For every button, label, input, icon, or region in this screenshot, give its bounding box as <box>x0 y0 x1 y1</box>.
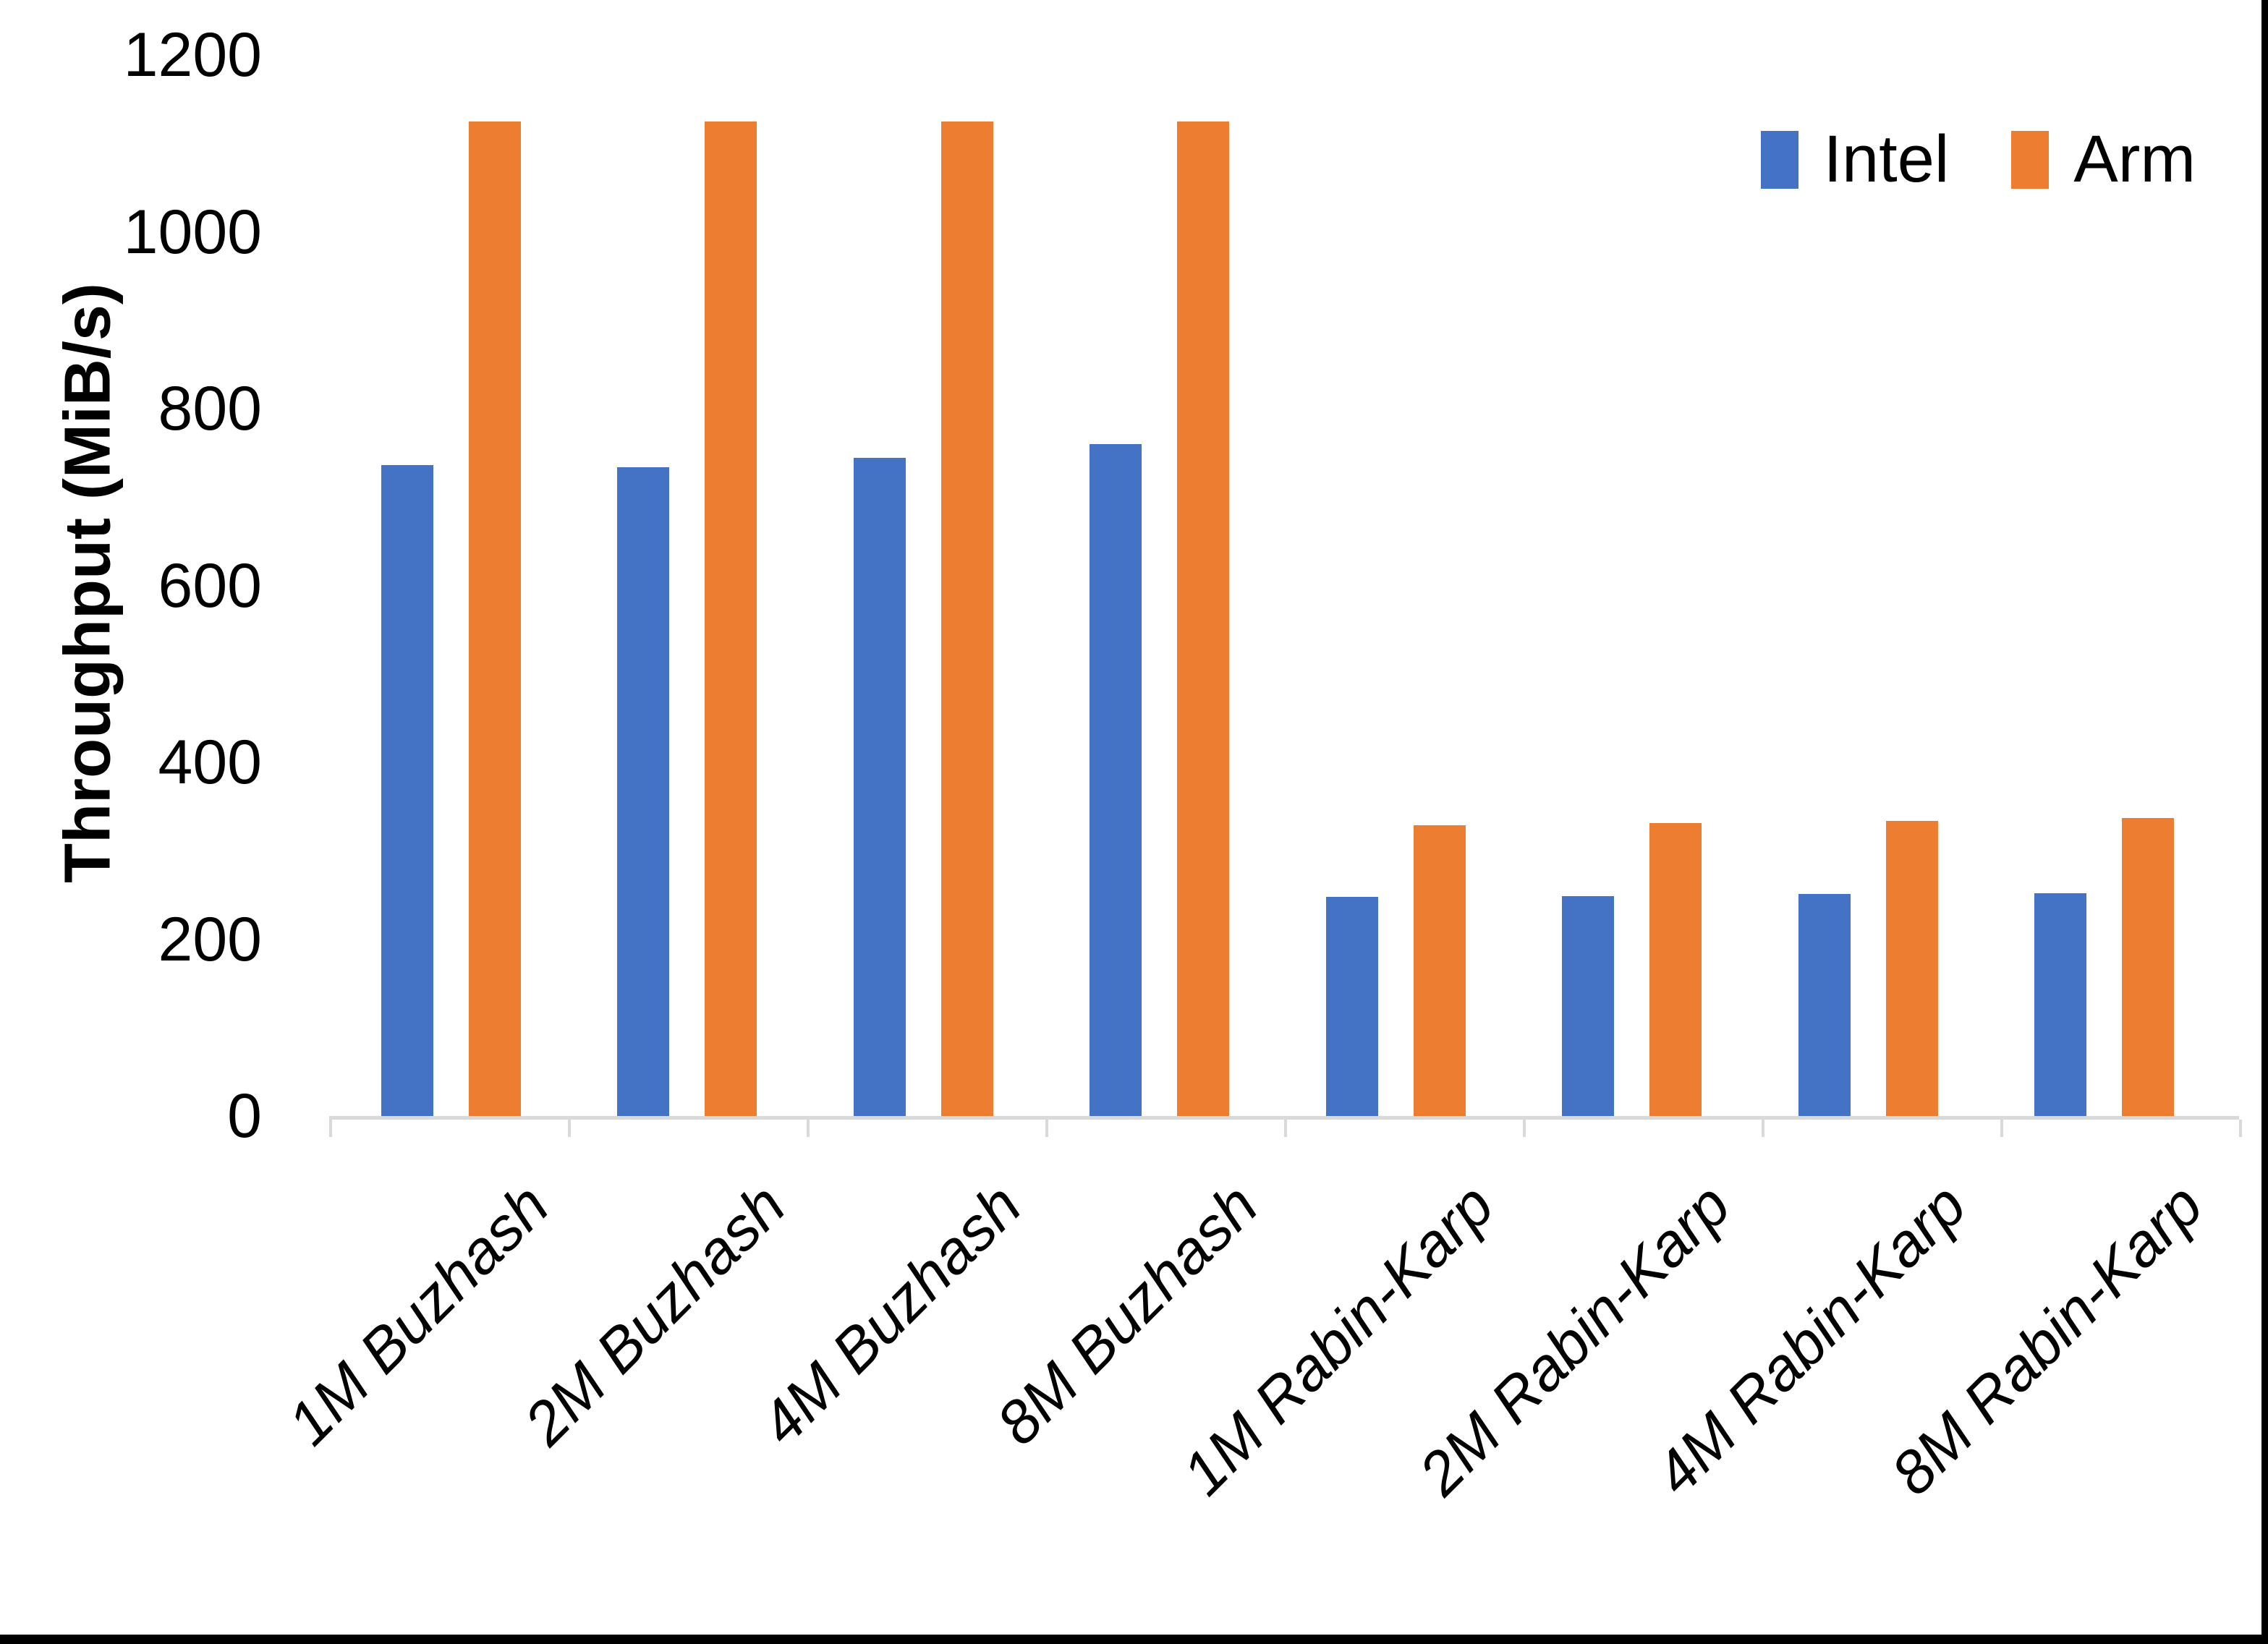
legend: Intel Arm <box>1761 122 2196 197</box>
bar-arm-5 <box>1413 825 1466 1116</box>
category-tick <box>1762 1120 1764 1137</box>
category-tick <box>329 1120 332 1137</box>
bar-arm-2 <box>705 121 757 1116</box>
category-tick <box>1045 1120 1048 1137</box>
figure-border-right <box>2261 0 2268 1644</box>
intel-color-swatch <box>1761 130 1799 189</box>
category-tick <box>2239 1120 2242 1137</box>
bar-intel-7 <box>1798 894 1851 1116</box>
y-tick-label: 400 <box>158 728 263 797</box>
legend-item-intel: Intel <box>1761 122 1949 197</box>
bar-arm-6 <box>1649 823 1702 1116</box>
category-tick <box>2000 1120 2003 1137</box>
bar-intel-3 <box>853 458 906 1116</box>
category-tick <box>807 1120 810 1137</box>
bar-intel-1 <box>381 465 433 1116</box>
plot-area <box>340 55 2230 1116</box>
figure-border-bottom <box>0 1635 2268 1644</box>
bar-arm-7 <box>1885 820 1938 1116</box>
y-tick-label: 800 <box>158 374 263 443</box>
bar-intel-6 <box>1562 895 1615 1116</box>
y-tick-label: 200 <box>158 904 263 974</box>
bar-arm-8 <box>2122 818 2175 1116</box>
x-axis-line <box>329 1116 2239 1120</box>
category-tick <box>568 1120 571 1137</box>
bar-arm-1 <box>468 121 521 1116</box>
bar-arm-3 <box>940 121 993 1116</box>
legend-item-arm: Arm <box>2011 122 2196 197</box>
y-tick-label: 1000 <box>123 197 262 267</box>
bar-arm-4 <box>1177 121 1230 1116</box>
bar-intel-8 <box>2034 893 2087 1116</box>
legend-label-intel: Intel <box>1823 122 1950 196</box>
category-tick <box>1523 1120 1526 1137</box>
legend-label-arm: Arm <box>2073 122 2196 196</box>
category-tick <box>1284 1120 1287 1137</box>
y-tick-label: 1200 <box>123 20 262 90</box>
bar-intel-5 <box>1325 896 1378 1116</box>
bar-intel-4 <box>1090 443 1142 1116</box>
y-tick-label: 0 <box>227 1081 262 1151</box>
arm-color-swatch <box>2011 130 2050 189</box>
y-tick-label: 600 <box>158 550 263 621</box>
bar-intel-2 <box>617 467 670 1116</box>
